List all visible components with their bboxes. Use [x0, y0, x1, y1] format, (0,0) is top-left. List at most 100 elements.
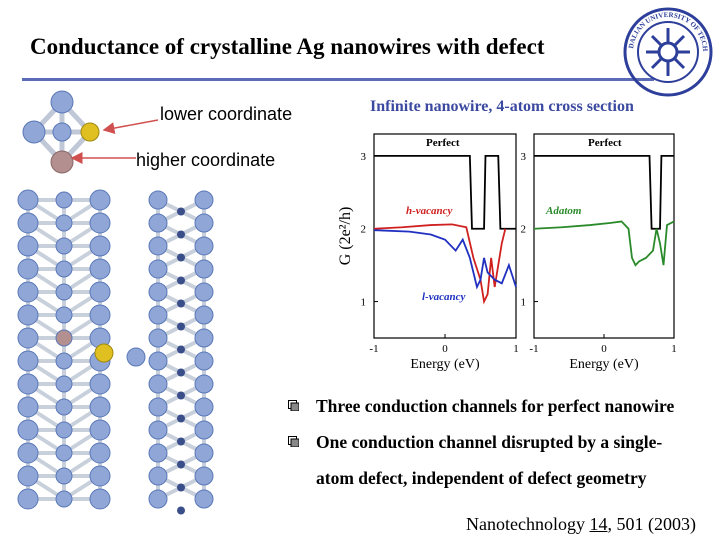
defect-atom-high: [55, 329, 73, 347]
bullet-item: Three conduction channels for perfect na…: [286, 388, 706, 424]
series-line-perfect: [534, 154, 674, 230]
atom: [89, 281, 111, 303]
bullet-list: Three conduction channels for perfect na…: [286, 388, 706, 496]
x-tick-label: 0: [442, 343, 448, 355]
atom: [89, 235, 111, 257]
atom: [89, 189, 111, 211]
atom-back: [177, 460, 185, 469]
reference-volume: 14: [589, 514, 608, 534]
atom: [148, 420, 168, 440]
bullet-text: atom defect, independent of defect geome…: [316, 468, 647, 488]
bullet-text: Three conduction channels for perfect na…: [316, 396, 675, 416]
square-bullet-icon: [288, 436, 299, 447]
atom: [194, 190, 214, 210]
atom-back: [177, 506, 185, 515]
atom: [17, 304, 39, 326]
atom: [55, 467, 73, 485]
atom: [89, 419, 111, 441]
atom: [194, 397, 214, 417]
atom: [17, 419, 39, 441]
atom: [17, 189, 39, 211]
defect-atom-low: [94, 343, 114, 363]
chart-panel-right: 3 2 1 -1 0 1 Perfect Adatom Energy (eV): [521, 133, 677, 372]
atom: [55, 444, 73, 462]
y-tick-label: 3: [361, 151, 367, 163]
atom: [194, 443, 214, 463]
atom: [194, 420, 214, 440]
atom: [194, 236, 214, 256]
atom: [194, 351, 214, 371]
atom: [55, 352, 73, 370]
atom: [89, 212, 111, 234]
series-line-l-vacancy: [373, 229, 517, 290]
atom: [55, 191, 73, 209]
atom: [148, 489, 168, 509]
x-tick-label: 1: [513, 343, 519, 355]
atom: [89, 442, 111, 464]
atom: [148, 305, 168, 325]
series-line-adatom: [533, 220, 675, 267]
bullet-text: One conduction channel disrupted by a si…: [316, 432, 663, 452]
plot-frame: [373, 133, 517, 339]
series-line-perfect: [374, 154, 516, 230]
x-axis-label: Energy (eV): [569, 357, 639, 372]
atom: [55, 260, 73, 278]
atom: [17, 396, 39, 418]
atom: [89, 373, 111, 395]
atom: [55, 490, 73, 508]
atom: [194, 213, 214, 233]
reference-journal: Nanotechnology: [466, 514, 585, 534]
annotation-perfect: Perfect: [588, 137, 622, 149]
slide-title: Conductance of crystalline Ag nanowires …: [30, 34, 545, 59]
atom: [194, 305, 214, 325]
atom: [148, 213, 168, 233]
atom-back: [177, 414, 185, 423]
university-logo: DALIAN UNIVERSITY OF TECHNOLOGY: [622, 6, 713, 97]
atom: [50, 90, 74, 114]
pointer-arrows: [70, 119, 159, 164]
adatom: [126, 347, 146, 367]
y-tick-label: 2: [521, 224, 527, 236]
atom: [148, 259, 168, 279]
atom: [55, 283, 73, 301]
atom: [55, 214, 73, 232]
atom: [148, 282, 168, 302]
x-axis-label: Energy (eV): [410, 357, 480, 372]
annotation-perfect: Perfect: [426, 137, 460, 149]
atom: [148, 443, 168, 463]
cross-section-structure: [22, 90, 100, 174]
atom-back: [177, 299, 185, 308]
atom-back: [177, 276, 185, 285]
atom: [148, 328, 168, 348]
x-tick-label: -1: [369, 343, 378, 355]
conductance-plots: 3 2 1 -1 0 1 Perfect h-vacancy l-vacancy Energy (…: [337, 133, 677, 372]
atom: [194, 328, 214, 348]
atom: [55, 398, 73, 416]
atom: [89, 304, 111, 326]
atom: [17, 258, 39, 280]
atom: [148, 466, 168, 486]
atom-back: [177, 483, 185, 492]
atom: [55, 375, 73, 393]
bullet-item: One conduction channel disrupted by a si…: [286, 424, 706, 460]
plot-caption: Infinite nanowire, 4-atom cross section: [370, 98, 634, 115]
atom: [22, 120, 46, 144]
x-tick-label: 1: [671, 343, 677, 355]
annotation-adatom: Adatom: [545, 205, 582, 217]
nanowire-structures: [17, 189, 214, 515]
atom: [194, 259, 214, 279]
atom: [17, 281, 39, 303]
atom: [194, 466, 214, 486]
atom-back: [177, 437, 185, 446]
atom-back: [177, 368, 185, 377]
plot-frame: [533, 133, 675, 339]
atom: [17, 373, 39, 395]
atom: [55, 421, 73, 439]
x-tick-label: -1: [529, 343, 538, 355]
atom: [194, 374, 214, 394]
reference-citation: Nanotechnology 14, 501 (2003): [466, 514, 696, 535]
atom: [89, 396, 111, 418]
atom: [89, 258, 111, 280]
defect-atom-low: [80, 122, 100, 142]
annotation-l-vacancy: l-vacancy: [422, 291, 465, 303]
